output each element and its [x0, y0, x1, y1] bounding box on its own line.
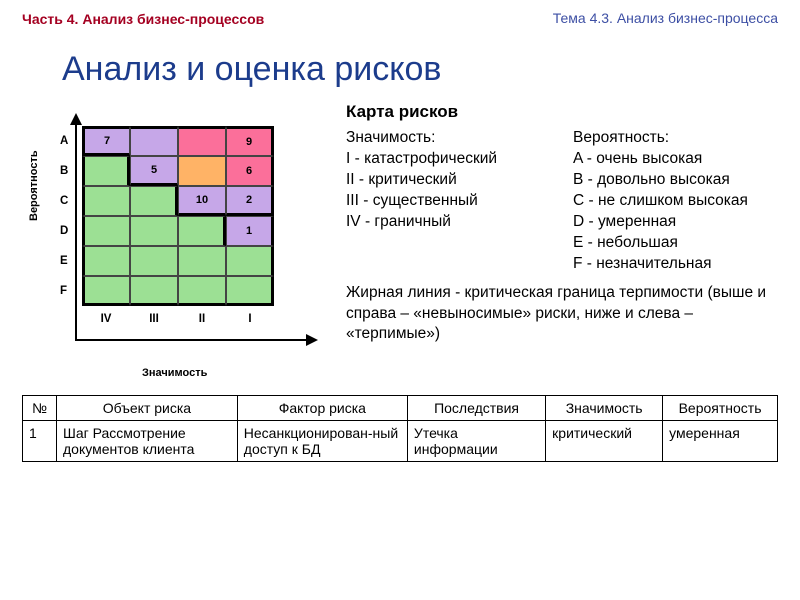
table-row: 1Шаг Рассмотрение документов клиентаНеса… — [23, 421, 778, 462]
risk-cell — [130, 186, 178, 216]
risk-cell — [130, 246, 178, 276]
significance-item: II - критический — [346, 170, 551, 191]
significance-item: I - катастрофический — [346, 149, 551, 170]
significance-item: III - существенный — [346, 191, 551, 212]
risk-cell: 6 — [226, 156, 274, 186]
page-title: Анализ и оценка рисков — [62, 50, 778, 89]
chart-title: Карта рисков — [346, 101, 778, 124]
risk-cell: 9 — [226, 126, 274, 156]
x-tick: III — [130, 309, 178, 325]
probability-item: F - незначительная — [573, 254, 778, 275]
x-axis-line — [75, 339, 307, 341]
table-header: Фактор риска — [237, 396, 407, 421]
risk-table: №Объект рискаФактор рискаПоследствияЗнач… — [22, 395, 778, 462]
probability-list: A - очень высокаяB - довольно высокаяC -… — [573, 149, 778, 275]
y-axis-line — [75, 123, 77, 341]
y-tick: D — [60, 216, 68, 246]
probability-item: A - очень высокая — [573, 149, 778, 170]
risk-cell: 10 — [178, 186, 226, 216]
table-header: № — [23, 396, 57, 421]
table-header: Последствия — [407, 396, 545, 421]
risk-cell — [130, 126, 178, 156]
significance-heading: Значимость: — [346, 128, 551, 149]
breadcrumb-part: Часть 4. Анализ бизнес-процессов — [22, 10, 264, 28]
x-tick: IV — [82, 309, 130, 325]
probability-heading: Вероятность: — [573, 128, 778, 149]
x-tick: II — [178, 309, 226, 325]
risk-cell — [82, 276, 130, 306]
y-tick: E — [60, 246, 68, 276]
x-tick: I — [226, 309, 274, 325]
risk-cell — [82, 156, 130, 186]
y-tick: C — [60, 186, 68, 216]
probability-item: D - умеренная — [573, 212, 778, 233]
risk-cell — [178, 126, 226, 156]
risk-cell — [82, 216, 130, 246]
risk-cell: 1 — [226, 216, 274, 246]
y-axis-ticks: ABCDEF — [60, 126, 68, 306]
risk-cell — [178, 216, 226, 246]
risk-map-chart: Вероятность Значимость ABCDEF 7 9 5 61021 I… — [22, 101, 332, 381]
table-cell: критический — [546, 421, 663, 462]
y-tick: B — [60, 156, 68, 186]
risk-cell — [82, 246, 130, 276]
tolerance-note: Жирная линия - критическая граница терпи… — [346, 283, 776, 346]
probability-item: C - не слишком высокая — [573, 191, 778, 212]
risk-cell — [178, 246, 226, 276]
table-header: Значимость — [546, 396, 663, 421]
risk-cell — [130, 276, 178, 306]
risk-cell — [226, 246, 274, 276]
x-axis-ticks: IVIIIIII — [82, 309, 274, 325]
breadcrumb-topic: Тема 4.3. Анализ бизнес-процесса — [553, 10, 778, 28]
table-header: Вероятность — [663, 396, 778, 421]
risk-grid: 7 9 5 61021 — [82, 126, 274, 306]
table-cell: умеренная — [663, 421, 778, 462]
risk-cell — [178, 276, 226, 306]
table-cell: Несанкционирован-ный доступ к БД — [237, 421, 407, 462]
risk-cell — [130, 216, 178, 246]
risk-cell: 5 — [130, 156, 178, 186]
probability-item: B - довольно высокая — [573, 170, 778, 191]
y-tick: F — [60, 276, 68, 306]
risk-cell: 7 — [82, 126, 130, 156]
risk-cell — [226, 276, 274, 306]
table-cell: Утечка информации — [407, 421, 545, 462]
risk-cell — [178, 156, 226, 186]
table-cell: Шаг Рассмотрение документов клиента — [57, 421, 238, 462]
y-axis-label: Вероятность — [28, 151, 40, 222]
significance-item: IV - граничный — [346, 212, 551, 233]
risk-cell — [82, 186, 130, 216]
risk-cell: 2 — [226, 186, 274, 216]
probability-item: E - небольшая — [573, 233, 778, 254]
table-cell: 1 — [23, 421, 57, 462]
table-header: Объект риска — [57, 396, 238, 421]
x-axis-arrow-icon — [306, 334, 318, 346]
y-tick: A — [60, 126, 68, 156]
significance-list: I - катастрофическийII - критическийIII … — [346, 149, 551, 233]
x-axis-label: Значимость — [142, 367, 207, 379]
